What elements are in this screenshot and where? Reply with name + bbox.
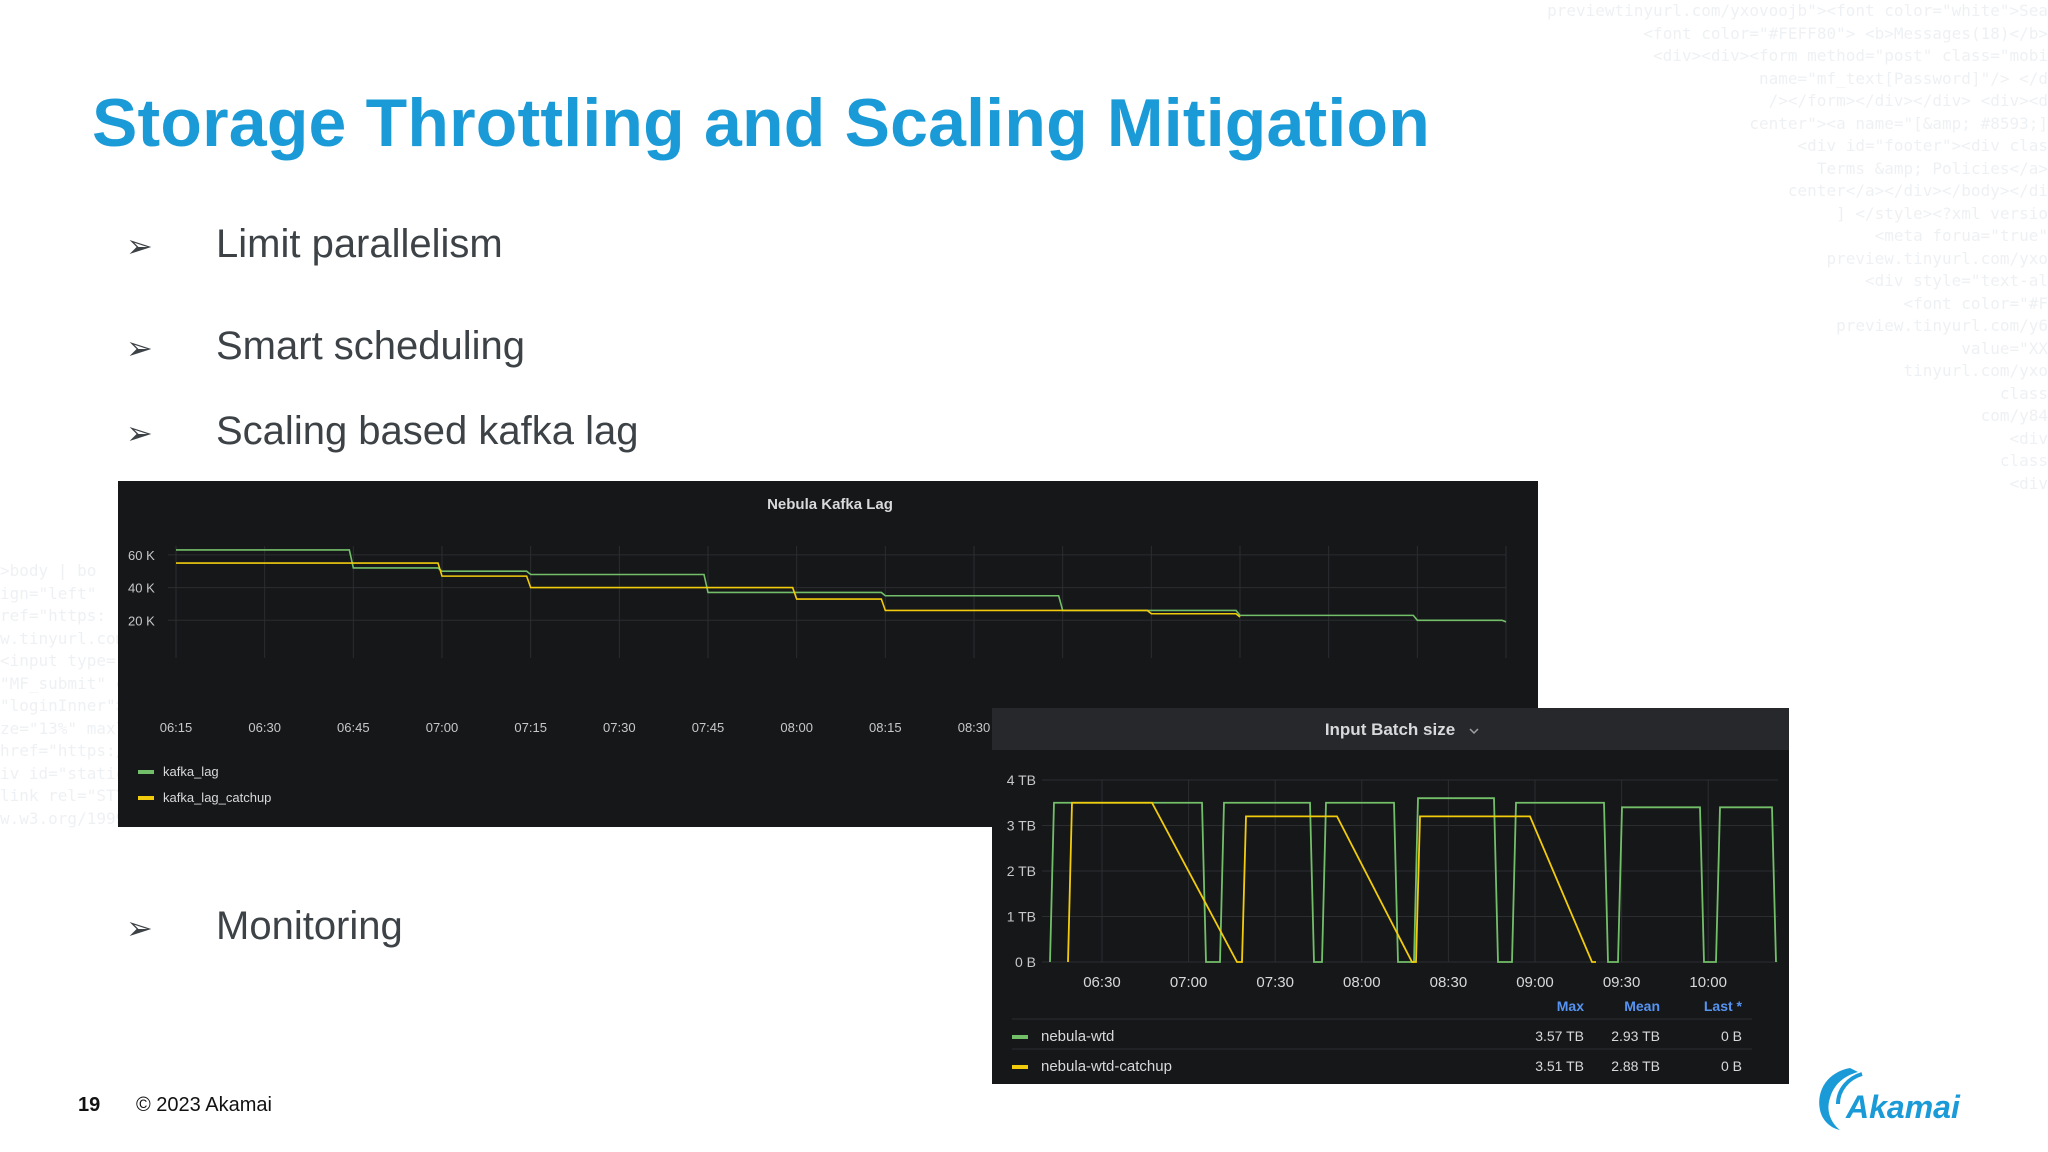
- x-tick-label: 07:00: [426, 720, 459, 735]
- x-tick-label: 08:00: [780, 720, 813, 735]
- legend-label[interactable]: kafka_lag: [163, 764, 219, 779]
- x-tick-label: 07:30: [603, 720, 636, 735]
- panel-header[interactable]: [992, 708, 1789, 750]
- legend-swatch: [1012, 1065, 1028, 1069]
- legend-header[interactable]: Mean: [1624, 998, 1660, 1014]
- series-line-nebula-wtd-catchup: [1067, 801, 1596, 963]
- input-batch-size-chart: Input Batch size 0 B 1 TB 2 TB 3 TB 4 TB 06:…: [1007, 720, 1778, 1075]
- legend-value: 0 B: [1721, 1058, 1742, 1074]
- series-line-kafka_lag_catchup: [176, 562, 1241, 618]
- legend-label[interactable]: nebula-wtd-catchup: [1041, 1058, 1172, 1075]
- legend-header[interactable]: Last *: [1704, 998, 1743, 1014]
- arrow-bullet-icon: ➢: [126, 329, 153, 367]
- legend-value: 3.51 TB: [1535, 1058, 1584, 1074]
- arrow-bullet-icon: ➢: [126, 227, 153, 265]
- y-tick-label: 60 K: [128, 548, 155, 563]
- bullet-monitoring: ➢ Monitoring: [126, 904, 403, 949]
- legend-value: 3.57 TB: [1535, 1028, 1584, 1044]
- bullet-text: Monitoring: [216, 904, 403, 948]
- page-number: 19: [78, 1094, 101, 1116]
- x-tick-label: 09:30: [1603, 974, 1641, 991]
- legend-label[interactable]: kafka_lag_catchup: [163, 790, 271, 805]
- bullet-text: Smart scheduling: [216, 324, 526, 368]
- bullet-smart-scheduling: ➢ Smart scheduling: [126, 324, 525, 369]
- chart-title[interactable]: Input Batch size: [1325, 720, 1455, 739]
- bullet-limit-parallelism: ➢ Limit parallelism: [126, 222, 503, 267]
- legend-swatch: [138, 796, 154, 800]
- x-tick-label: 08:15: [869, 720, 902, 735]
- arrow-bullet-icon: ➢: [126, 414, 153, 452]
- x-tick-label: 08:30: [1430, 974, 1468, 991]
- arrow-bullet-icon: ➢: [126, 909, 153, 947]
- logo-text: Akamai: [1845, 1089, 1961, 1125]
- x-tick-label: 06:15: [160, 720, 193, 735]
- legend-value: 0 B: [1721, 1028, 1742, 1044]
- legend-value: 2.93 TB: [1611, 1028, 1660, 1044]
- legend-value: 2.88 TB: [1611, 1058, 1660, 1074]
- kafka-lag-chart: Nebula Kafka Lag 20 K 40 K 60 K 06:15 06:30…: [128, 496, 1507, 805]
- x-tick-label: 10:00: [1689, 974, 1727, 991]
- y-tick-label: 2 TB: [1007, 863, 1036, 879]
- x-tick-label: 09:00: [1516, 974, 1554, 991]
- x-tick-label: 06:30: [248, 720, 281, 735]
- chevron-down-icon[interactable]: [1469, 728, 1479, 735]
- x-tick-label: 07:15: [514, 720, 547, 735]
- x-tick-label: 08:00: [1343, 974, 1381, 991]
- y-tick-label: 40 K: [128, 581, 155, 596]
- legend-label[interactable]: nebula-wtd: [1041, 1028, 1114, 1045]
- y-tick-label: 4 TB: [1007, 772, 1036, 788]
- x-tick-label: 07:00: [1170, 974, 1208, 991]
- legend-header[interactable]: Max: [1557, 998, 1584, 1014]
- slide-title: Storage Throttling and Scaling Mitigatio…: [92, 85, 1430, 161]
- x-tick-label: 06:45: [337, 720, 370, 735]
- x-tick-label: 08:30: [958, 720, 991, 735]
- legend-swatch: [1012, 1035, 1028, 1039]
- y-tick-label: 20 K: [128, 613, 155, 628]
- x-tick-label: 07:45: [692, 720, 725, 735]
- bullet-scaling-kafka-lag: ➢ Scaling based kafka lag: [126, 409, 639, 454]
- bullet-text: Limit parallelism: [216, 222, 503, 266]
- legend-swatch: [138, 770, 154, 774]
- chart-title: Nebula Kafka Lag: [767, 496, 893, 513]
- x-tick-label: 06:30: [1083, 974, 1121, 991]
- y-tick-label: 3 TB: [1007, 818, 1036, 834]
- x-tick-label: 07:30: [1256, 974, 1294, 991]
- series-line-kafka_lag: [176, 549, 1507, 623]
- input-batch-size-panel: Input Batch size 0 B 1 TB 2 TB 3 TB 4 TB 06:…: [992, 708, 1789, 1084]
- copyright: © 2023 Akamai: [136, 1094, 272, 1116]
- series-line-nebula-wtd: [1049, 797, 1777, 963]
- background-code-decoration: previewtinyurl.com/yxovoojb"><font color…: [1547, 1, 2048, 493]
- bullet-text: Scaling based kafka lag: [216, 409, 639, 453]
- y-tick-label: 1 TB: [1007, 909, 1036, 925]
- akamai-logo: Akamai: [1819, 1068, 1961, 1130]
- y-tick-label: 0 B: [1015, 954, 1036, 970]
